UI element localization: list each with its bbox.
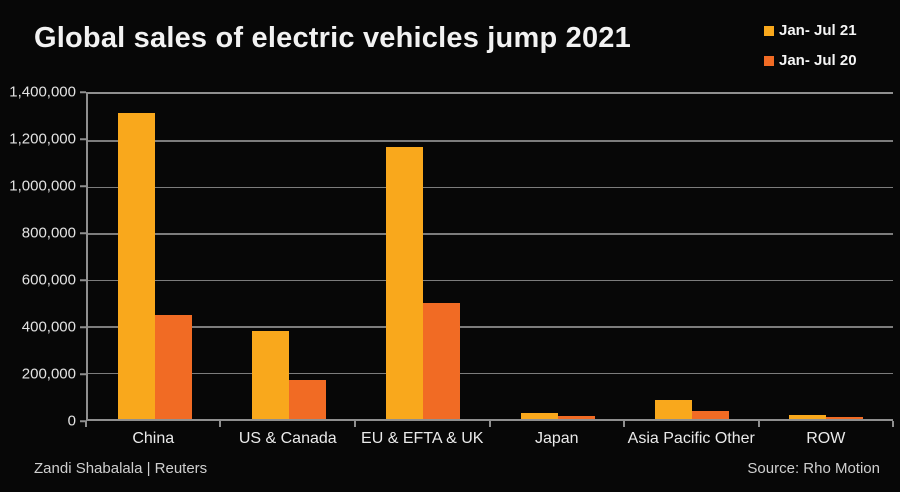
y-tick-label: 1,400,000 xyxy=(9,83,76,101)
y-axis-labels: 1,400,000 1,200,000 1,000,000 800,000 600,00… xyxy=(0,84,86,430)
bar xyxy=(118,112,156,419)
y-tick xyxy=(80,279,86,281)
bar xyxy=(557,416,595,419)
y-tick-label: 1,000,000 xyxy=(9,177,76,195)
y-tick xyxy=(80,91,86,93)
bar xyxy=(386,147,424,419)
source-text: Source: Rho Motion xyxy=(747,460,880,477)
bar-group xyxy=(491,94,625,419)
bar-groups xyxy=(88,94,893,419)
x-tick xyxy=(353,421,356,427)
gridline xyxy=(88,140,893,142)
gridline xyxy=(88,279,893,282)
x-axis-labels: China US & Canada EU & EFTA & UK Japan Asia … xyxy=(86,430,893,448)
bar-group xyxy=(356,94,490,419)
gridline xyxy=(88,186,893,189)
y-tick-label: 800,000 xyxy=(21,224,76,242)
legend-item-jan-jul-20: Jan- Jul 20 xyxy=(764,52,857,69)
bar xyxy=(252,330,290,419)
orange-square-icon xyxy=(764,55,774,66)
credit-text: Zandi Shabalala | Reuters xyxy=(34,460,208,477)
bar xyxy=(520,413,558,419)
y-tick-label: 1,200,000 xyxy=(9,130,76,148)
y-tick xyxy=(80,420,86,422)
bar-group xyxy=(222,94,356,419)
legend-item-jan-jul-21: Jan- Jul 21 xyxy=(764,22,857,39)
x-tick-label: US & Canada xyxy=(238,430,337,447)
y-tick xyxy=(80,373,86,375)
bar xyxy=(289,379,327,419)
x-tick-label: China xyxy=(132,430,175,447)
y-tick xyxy=(80,326,86,328)
plot-area xyxy=(86,92,893,421)
x-tick xyxy=(757,421,760,427)
yellow-square-icon xyxy=(764,25,774,36)
bar xyxy=(423,302,461,419)
bar-group xyxy=(88,94,222,419)
x-tick xyxy=(622,421,625,427)
bar xyxy=(788,414,826,419)
x-axis-ticks xyxy=(85,421,894,427)
y-tick xyxy=(80,185,86,187)
bar xyxy=(691,411,729,419)
bar-group xyxy=(759,94,893,419)
gridline xyxy=(88,233,893,235)
x-tick-label: Japan xyxy=(534,430,579,447)
bar-group xyxy=(625,94,759,419)
y-tick-label: 0 xyxy=(67,412,76,430)
bar xyxy=(654,400,692,419)
gridline xyxy=(88,326,893,328)
y-tick xyxy=(80,232,86,234)
y-tick-label: 200,000 xyxy=(21,365,76,383)
x-tick-label: Asia Pacific Other xyxy=(627,430,755,447)
x-tick xyxy=(219,421,222,427)
legend: Jan- Jul 21 Jan- Jul 20 xyxy=(764,22,857,69)
x-tick-label: EU & EFTA & UK xyxy=(361,430,484,447)
legend-label: Jan- Jul 20 xyxy=(779,52,857,69)
bar xyxy=(825,416,863,419)
bar xyxy=(155,314,193,419)
x-tick xyxy=(85,421,87,427)
chart-title: Global sales of electric vehicles jump 2… xyxy=(34,22,631,54)
y-tick-label: 400,000 xyxy=(21,318,76,336)
y-tick-label: 600,000 xyxy=(21,271,76,289)
x-tick-label: ROW xyxy=(806,430,846,447)
x-tick xyxy=(488,421,491,427)
y-tick xyxy=(80,138,86,140)
gridline xyxy=(88,372,893,375)
legend-label: Jan- Jul 21 xyxy=(779,22,857,39)
x-tick xyxy=(892,421,894,427)
